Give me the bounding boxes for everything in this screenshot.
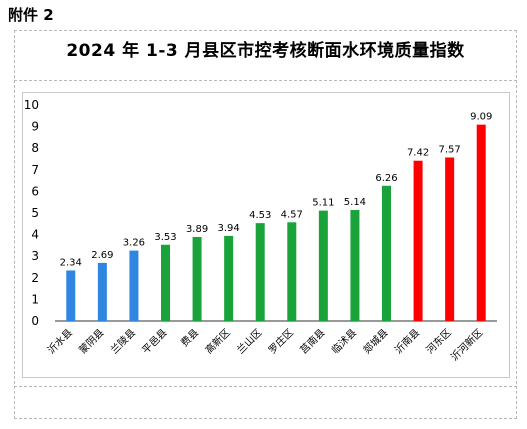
- x-tick-label: 罗庄区: [266, 326, 296, 356]
- bar: [413, 160, 423, 321]
- data-label: 4.53: [249, 210, 271, 221]
- y-tick-label: 7: [31, 163, 39, 177]
- plot-frame: [22, 92, 510, 378]
- x-tick-label: 费县: [178, 326, 201, 349]
- y-tick-label: 0: [31, 314, 39, 328]
- chart-title: 2024 年 1-3 月县区市控考核断面水环境质量指数: [66, 41, 465, 61]
- data-label: 2.34: [60, 257, 82, 268]
- x-tick-label: 河东区: [423, 326, 453, 356]
- data-label: 3.94: [218, 223, 240, 234]
- y-tick-label: 3: [31, 249, 39, 263]
- x-tick-label: 蒙阴县: [76, 326, 106, 356]
- data-label: 7.57: [439, 144, 461, 155]
- bar: [476, 124, 486, 321]
- x-tick-label: 沂水县: [45, 326, 75, 356]
- data-label: 4.57: [281, 209, 303, 220]
- x-tick-label: 沂南县: [392, 326, 422, 356]
- bar: [192, 236, 202, 321]
- y-tick-label: 10: [24, 98, 39, 112]
- bar: [318, 210, 328, 321]
- y-tick-label: 8: [31, 141, 39, 155]
- x-tick-label: 沂河新区: [448, 326, 485, 363]
- x-tick-label: 临沭县: [329, 326, 359, 356]
- x-tick-label: 莒南县: [297, 326, 327, 356]
- data-label: 5.14: [344, 197, 366, 208]
- y-tick-label: 9: [31, 120, 39, 134]
- y-tick-label: 5: [31, 206, 39, 220]
- y-tick-label: 4: [31, 228, 39, 242]
- bar: [224, 235, 234, 321]
- data-label: 2.69: [91, 250, 113, 261]
- y-tick-label: 1: [31, 292, 39, 306]
- bar: [287, 222, 297, 321]
- x-tick-label: 高新区: [202, 326, 232, 356]
- attachment-label: 附件 2: [8, 6, 54, 24]
- footer-divider: [14, 386, 517, 387]
- x-tick-label: 兰山区: [234, 326, 264, 356]
- bar: [161, 244, 170, 321]
- bar: [66, 270, 76, 321]
- data-label: 3.53: [154, 232, 176, 243]
- bar: [445, 157, 455, 321]
- bar: [350, 209, 360, 321]
- title-divider: [14, 80, 517, 81]
- data-label: 3.89: [186, 224, 208, 235]
- bar: [382, 185, 391, 321]
- bar: [129, 250, 139, 321]
- x-tick-label: 平邑县: [140, 327, 170, 357]
- x-tick-label: 兰陵县: [108, 326, 138, 356]
- data-label: 9.09: [470, 112, 492, 123]
- y-tick-label: 6: [31, 184, 39, 198]
- y-tick-label: 2: [31, 271, 39, 285]
- data-label: 6.26: [375, 173, 397, 184]
- data-label: 3.26: [123, 238, 145, 249]
- data-label: 7.42: [407, 148, 429, 159]
- bar: [97, 262, 107, 321]
- bar: [255, 223, 265, 321]
- chart-outer-frame: [14, 30, 517, 419]
- data-label: 5.11: [312, 198, 334, 209]
- x-tick-label: 郯城县: [360, 326, 390, 356]
